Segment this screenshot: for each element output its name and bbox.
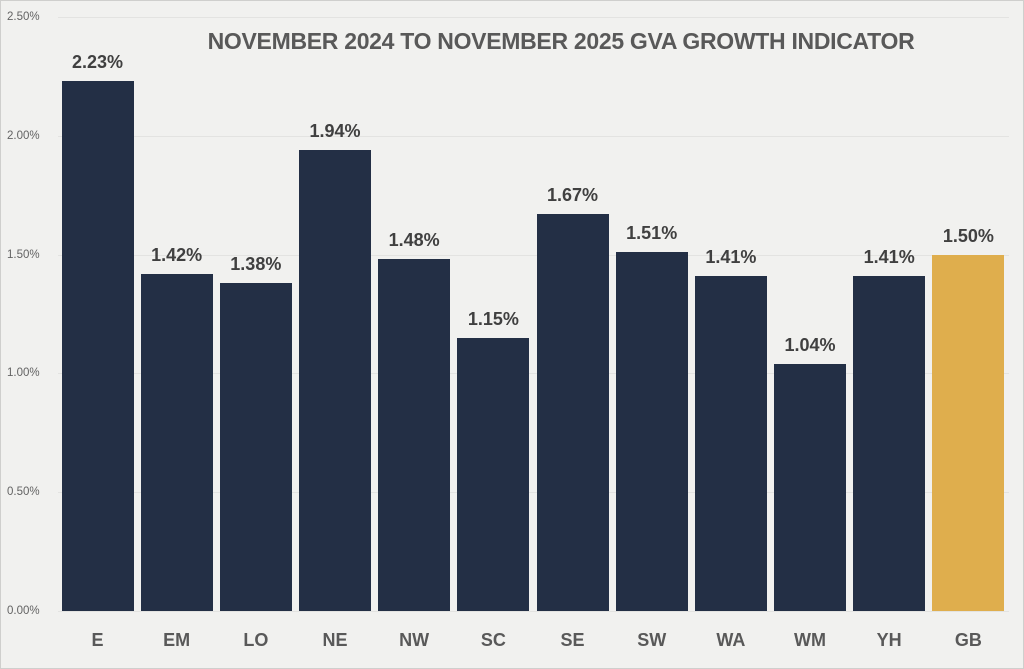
value-label-NE: 1.94% <box>309 121 361 142</box>
value-label-NW: 1.48% <box>388 230 440 251</box>
x-tick-label-WA: WA <box>716 630 746 650</box>
bar-GB <box>932 254 1005 611</box>
bar-SE <box>536 214 609 611</box>
value-label-WM: 1.04% <box>784 334 836 355</box>
gridline-2.50% <box>58 17 1009 18</box>
gridline-2.00% <box>58 135 1009 137</box>
gridline-1.00% <box>58 373 1009 375</box>
bar-EM <box>140 273 213 611</box>
value-label-SE: 1.67% <box>546 185 599 206</box>
x-tick-label-SE: SE <box>560 630 585 650</box>
bar-WA <box>694 275 767 611</box>
x-tick-label-SW: SW <box>637 630 667 650</box>
value-label-SW: 1.51% <box>626 223 678 244</box>
y-tick-label-1.50%: 1.50% <box>7 248 40 261</box>
y-tick-label-0.50%: 0.50% <box>7 486 40 499</box>
x-tick-label-LO: LO <box>243 630 269 650</box>
x-tick-label-GB: GB <box>954 630 982 650</box>
bar-SW <box>615 252 688 611</box>
value-label-EM: 1.42% <box>151 244 203 265</box>
x-tick-label-NE: NE <box>322 630 348 650</box>
bar-E <box>61 81 134 611</box>
x-tick-label-E: E <box>91 630 104 650</box>
y-tick-label-1.00%: 1.00% <box>7 367 40 380</box>
bar-YH <box>853 275 926 611</box>
y-tick-label-2.00%: 2.00% <box>7 129 40 142</box>
gridline-0.50% <box>58 492 1009 494</box>
value-label-WA: 1.41% <box>705 246 757 267</box>
value-label-GB: 1.50% <box>942 225 994 246</box>
x-tick-label-WM: WM <box>794 630 826 650</box>
x-tick-label-EM: EM <box>163 630 191 650</box>
x-tick-label-SC: SC <box>480 630 506 650</box>
value-label-YH: 1.41% <box>863 246 915 267</box>
x-tick-label-YH: YH <box>876 630 902 650</box>
bar-SC <box>457 337 530 611</box>
bar-NW <box>378 259 451 611</box>
bar-WM <box>774 363 847 611</box>
chart-title: NOVEMBER 2024 TO NOVEMBER 2025 GVA GROWT… <box>207 28 915 54</box>
y-tick-label-0.00%: 0.00% <box>7 605 40 617</box>
gridline-1.50% <box>58 254 1009 256</box>
y-tick-label-2.50%: 2.50% <box>7 11 40 23</box>
gridline-0.00% <box>58 611 1009 612</box>
value-label-SC: 1.15% <box>467 308 519 329</box>
bar-NE <box>299 150 371 611</box>
value-label-LO: 1.38% <box>230 254 282 275</box>
value-label-E: 2.23% <box>71 52 124 73</box>
x-tick-label-NW: NW <box>399 630 430 650</box>
bar-LO <box>219 283 292 611</box>
